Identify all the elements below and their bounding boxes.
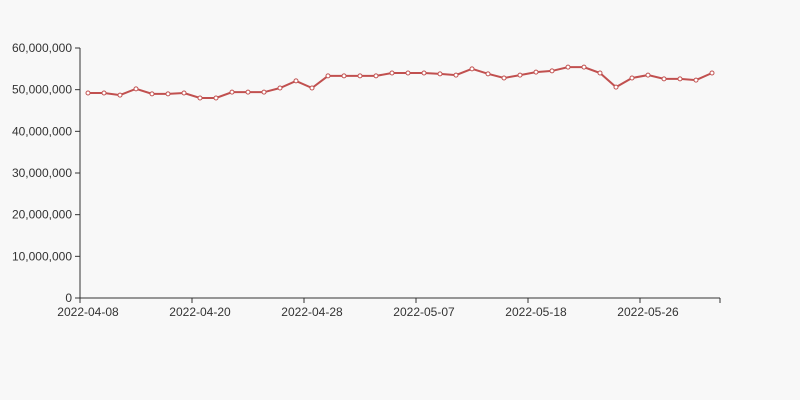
- point: [197, 95, 203, 101]
- point: [277, 85, 283, 91]
- x-tick-label: 2022-04-20: [169, 305, 231, 319]
- x-tick-label: 2022-04-08: [57, 305, 119, 319]
- point: [405, 70, 411, 76]
- point: [389, 70, 395, 76]
- y-tick-label: 40,000,000: [12, 124, 72, 138]
- point: [165, 91, 171, 97]
- point: [501, 75, 507, 81]
- point: [261, 89, 267, 95]
- point: [309, 85, 315, 91]
- point: [469, 66, 475, 72]
- point: [245, 89, 251, 95]
- x-tick-label: 2022-05-18: [505, 305, 567, 319]
- point: [565, 64, 571, 70]
- point: [517, 72, 523, 78]
- point: [661, 76, 667, 82]
- y-tick-label: 10,000,000: [12, 249, 72, 263]
- point: [437, 71, 443, 77]
- y-tick-label: 0: [65, 291, 72, 305]
- point: [453, 72, 459, 78]
- point: [613, 84, 619, 90]
- x-tick-label: 2022-04-28: [281, 305, 343, 319]
- y-tick-label: 30,000,000: [12, 166, 72, 180]
- point: [325, 73, 331, 79]
- point: [533, 69, 539, 75]
- point: [693, 77, 699, 83]
- point: [341, 73, 347, 79]
- point: [549, 68, 555, 74]
- point: [645, 72, 651, 78]
- point: [213, 95, 219, 101]
- point: [581, 64, 587, 70]
- point: [133, 86, 139, 92]
- y-tick-label: 20,000,000: [12, 208, 72, 222]
- x-tick-label: 2022-05-26: [617, 305, 679, 319]
- point: [149, 91, 155, 97]
- point: [229, 89, 235, 95]
- x-tick-label: 2022-05-07: [393, 305, 455, 319]
- point: [677, 76, 683, 82]
- point: [485, 71, 491, 77]
- point: [597, 70, 603, 76]
- point: [709, 70, 715, 76]
- point: [181, 90, 187, 96]
- point: [357, 73, 363, 79]
- point: [373, 73, 379, 79]
- y-tick-label: 50,000,000: [12, 83, 72, 97]
- point: [421, 70, 427, 76]
- point: [117, 92, 123, 98]
- line: [88, 66, 713, 99]
- point: [101, 90, 107, 96]
- point: [629, 75, 635, 81]
- point: [85, 90, 91, 96]
- y-tick-label: 60,000,000: [12, 41, 72, 55]
- point: [293, 78, 299, 84]
